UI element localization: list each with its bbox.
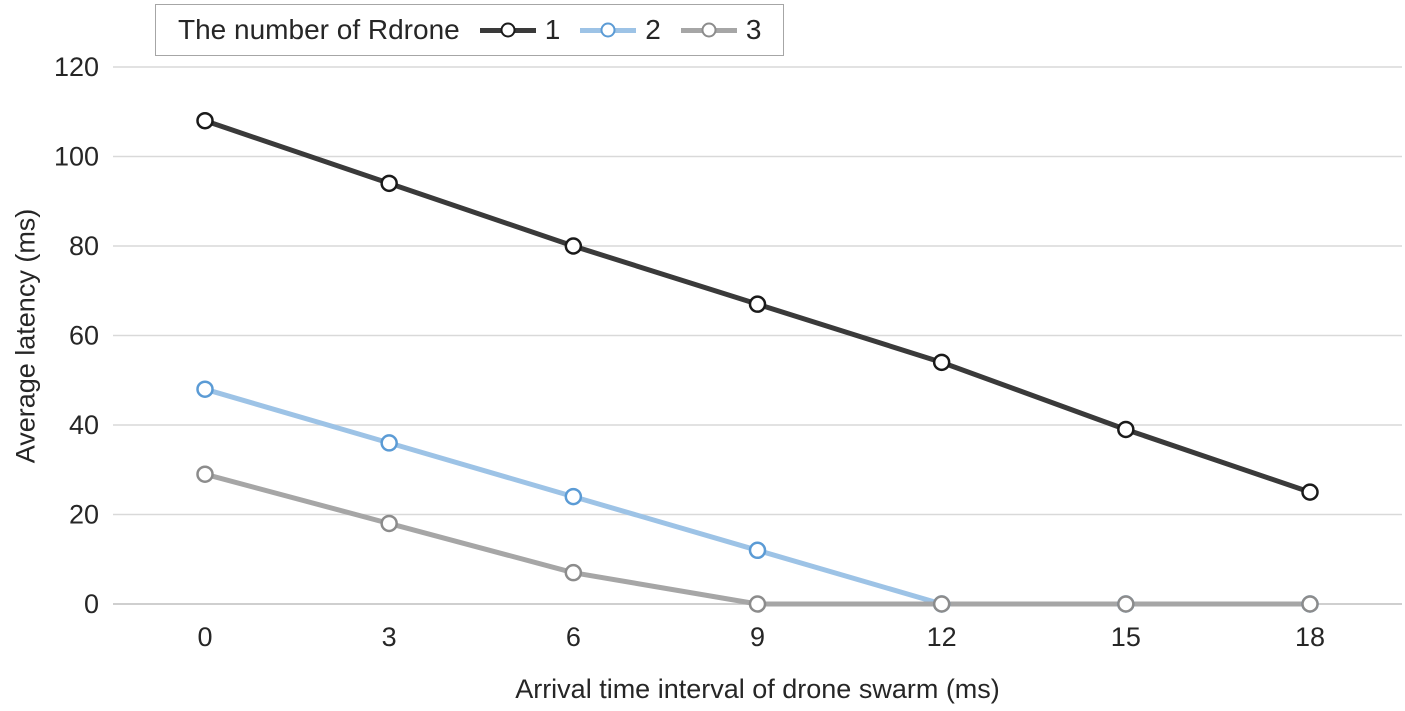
legend-label: 3 (745, 14, 762, 45)
legend-label: 2 (645, 14, 661, 45)
data-point-series-1 (1301, 483, 1319, 501)
legend-label: 1 (544, 14, 561, 45)
data-point-series-1 (380, 174, 398, 193)
legend-item-1: 1 (479, 14, 561, 46)
x-tick-label: 6 (566, 622, 581, 652)
x-tick-label: 0 (197, 622, 212, 652)
legend-line-marker-icon (580, 22, 637, 38)
y-tick-label: 80 (69, 231, 99, 261)
legend-marker-sample (600, 22, 616, 38)
x-tick-label: 9 (750, 622, 765, 652)
data-point-series-1 (196, 111, 214, 130)
legend: The number of Rdrone 1 2 3 (155, 4, 785, 56)
y-tick-label: 100 (54, 142, 99, 172)
series-line-3 (202, 471, 1313, 607)
legend-marker-sample (500, 22, 516, 38)
data-point-series-3 (1117, 595, 1135, 613)
legend-items: 1 2 3 (479, 14, 762, 46)
data-point-series-3 (748, 595, 767, 613)
legend-item-3: 3 (680, 14, 762, 46)
data-point-series-2 (748, 541, 767, 560)
data-point-series-3 (1301, 595, 1319, 613)
data-point-series-1 (564, 237, 583, 255)
y-tick-label: 40 (69, 410, 99, 440)
data-point-series-3 (196, 465, 214, 483)
legend-line-marker-icon (680, 22, 737, 38)
data-point-series-1 (932, 353, 951, 372)
series-line-2 (202, 386, 1313, 607)
data-point-series-3 (564, 563, 583, 582)
legend-line-marker-icon (479, 22, 536, 38)
x-tick-label: 15 (1111, 622, 1141, 652)
x-axis-title: Arrival time interval of drone swarm (ms… (515, 674, 1000, 704)
y-axis-title: Average latency (ms) (10, 208, 41, 464)
legend-title: The number of Rdrone (178, 14, 460, 45)
legend-item-2: 2 (580, 14, 661, 46)
y-tick-label: 120 (54, 52, 99, 82)
data-point-series-2 (380, 434, 398, 452)
y-tick-label: 20 (69, 500, 99, 530)
data-point-series-2 (196, 380, 214, 398)
data-point-series-3 (380, 514, 398, 533)
x-tick-label: 3 (382, 622, 397, 652)
data-point-series-1 (1117, 420, 1135, 439)
x-tick-label: 12 (927, 622, 957, 652)
data-point-series-2 (564, 487, 583, 506)
data-point-series-1 (748, 295, 767, 313)
data-point-series-3 (932, 595, 951, 613)
y-tick-label: 60 (69, 321, 99, 351)
legend-marker-sample (701, 22, 717, 38)
y-tick-label: 0 (84, 589, 99, 619)
x-tick-label: 18 (1295, 622, 1325, 652)
